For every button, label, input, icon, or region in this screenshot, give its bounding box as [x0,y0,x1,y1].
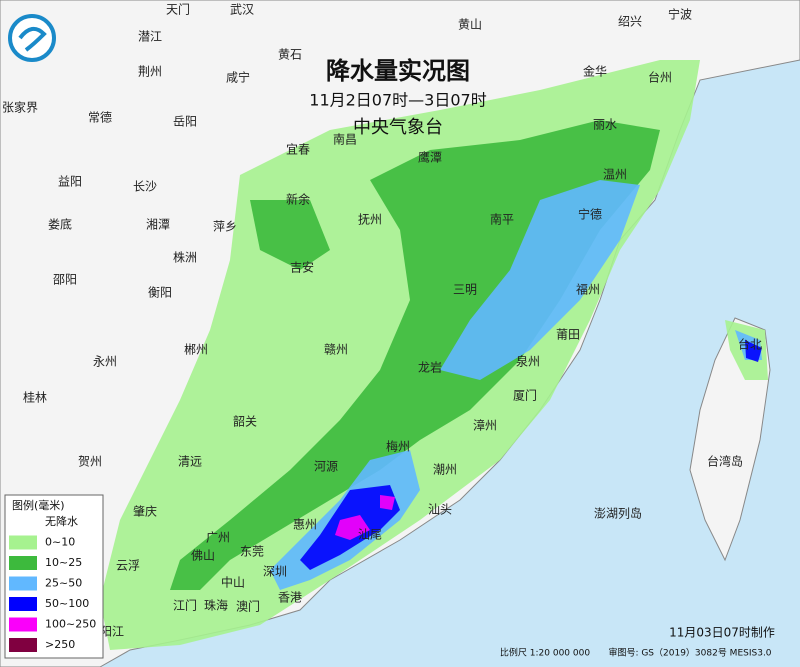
legend-label: >250 [45,638,75,651]
city-label: 丽水 [593,118,617,132]
legend: 无降水 0~10 10~25 25~50 50~100 100~250 >250 [9,514,96,652]
rain-area [250,200,330,270]
legend-swatch [9,597,37,611]
city-label: 绍兴 [618,15,642,29]
city-label: 云浮 [116,559,140,573]
city-label: 永州 [93,355,117,369]
city-label: 福州 [576,282,600,297]
city-label: 珠海 [204,598,228,613]
city-label: 鹰潭 [418,150,442,165]
city-label: 荆州 [138,65,162,79]
city-label: 南平 [490,212,514,227]
city-label: 萍乡 [213,220,237,234]
city-label: 莆田 [556,328,580,342]
city-label: 东莞 [240,545,264,559]
city-label: 河源 [314,460,338,474]
city-label: 益阳 [58,175,82,189]
city-label: 潮州 [433,462,457,477]
city-label: 潜江 [138,30,162,44]
city-label: 清远 [178,455,202,469]
city-label: 新余 [286,192,310,207]
city-label: 厦门 [513,388,537,403]
rain-areas [100,60,768,650]
legend-swatch [9,535,37,550]
city-label: 中山 [221,575,245,590]
city-label: 长沙 [133,180,157,194]
city-label: 常德 [88,110,112,125]
city-label: 温州 [603,168,627,182]
scale: 比例尺 1:20 000 000 [500,647,590,659]
city-label: 郴州 [184,343,208,357]
city-label: 香港 [278,591,302,605]
city-label: 广州 [206,531,230,545]
city-label: 抚州 [358,213,382,227]
city-label: 黄石 [278,48,302,62]
legend-label: 0~10 [45,536,75,549]
city-label: 汕尾 [358,528,382,542]
city-label: 江门 [173,598,197,613]
city-label: 赣州 [324,343,348,357]
city-label: 宜春 [286,142,310,157]
city-label: 泉州 [516,355,540,369]
city-label: 张家界 [2,100,38,115]
city-label: 娄底 [48,217,72,232]
city-label: 惠州 [293,518,317,532]
city-label: 武汉 [230,3,254,17]
rain-area [380,495,395,510]
legend-swatch [9,556,37,570]
logo-mark [18,26,47,52]
city-label: 吉安 [290,260,314,275]
city-label: 深圳 [263,565,287,579]
logo-ring [8,14,56,62]
city-label: 黄山 [458,18,482,32]
rain-area [745,340,762,362]
city-label: 邵阳 [53,273,77,287]
city-label: 台湾岛 [707,454,743,469]
city-label: 台北 [738,337,762,352]
city-label: 澳门 [236,599,260,614]
city-label: 株洲 [173,250,197,265]
city-label: 桂林 [23,390,47,405]
title: 降水量实况图 [326,57,470,85]
city-label: 贺州 [78,455,102,469]
logo [8,14,56,62]
legend-swatch [9,576,37,591]
city-label: 湘潭 [146,217,170,232]
rain-area [440,180,640,380]
city-label: 肇庆 [133,504,157,519]
city-label: 岳阳 [173,115,197,129]
legend-label: 无降水 [45,514,78,528]
legend-label: 100~250 [45,618,96,631]
city-label: 汕头 [428,503,452,517]
city-label: 衡阳 [148,286,172,300]
city-label: 金华 [583,64,607,79]
city-label: 漳州 [473,418,497,433]
city-label: 澎湖列岛 [594,506,642,521]
legend-label: 25~50 [45,577,82,590]
legend-swatch [9,638,37,652]
city-label: 台州 [648,70,672,85]
agency: 中央气象台 [353,117,443,138]
city-label: 三明 [453,283,477,297]
city-label: 南昌 [333,132,357,147]
made-time: 11月03日07时制作 [669,626,775,640]
map-number: 审图号: GS（2019）3082号 MESIS3.0 [608,647,771,659]
legend-label: 10~25 [45,556,82,569]
city-label: 韶关 [233,414,257,429]
city-label: 咸宁 [226,70,250,85]
city-label: 宁德 [578,207,602,222]
legend-swatch [9,617,37,632]
time-range: 11月2日07时—3日07时 [309,91,486,110]
city-label: 阳江 [100,625,124,639]
city-label: 天门 [166,2,190,17]
legend-title: 图例(毫米) [12,498,65,512]
city-label: 宁波 [668,7,692,22]
rain-area [335,515,370,540]
city-label: 龙岩 [418,360,442,375]
city-label: 梅州 [386,439,410,454]
city-label: 佛山 [191,549,215,563]
legend-label: 50~100 [45,597,89,610]
